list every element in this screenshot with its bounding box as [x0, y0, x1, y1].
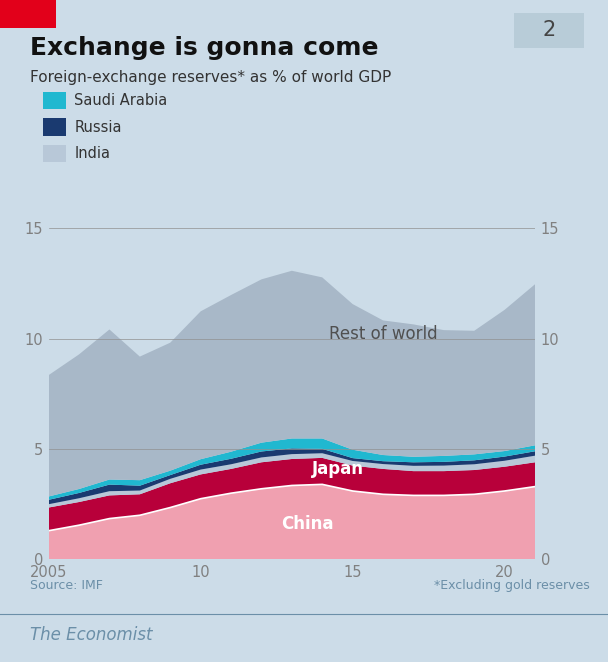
Text: China: China	[281, 515, 333, 533]
Text: The Economist: The Economist	[30, 626, 153, 643]
Text: Japan: Japan	[311, 460, 364, 478]
Text: Russia: Russia	[74, 120, 122, 134]
Text: Rest of world: Rest of world	[329, 325, 437, 344]
Text: Foreign-exchange reserves* as % of world GDP: Foreign-exchange reserves* as % of world…	[30, 70, 392, 85]
Text: 2: 2	[542, 21, 555, 40]
Text: *Excluding gold reserves: *Excluding gold reserves	[434, 579, 590, 592]
Text: Source: IMF: Source: IMF	[30, 579, 103, 592]
Text: India: India	[74, 146, 110, 161]
Text: Saudi Arabia: Saudi Arabia	[74, 93, 167, 108]
Text: Exchange is gonna come: Exchange is gonna come	[30, 36, 379, 60]
